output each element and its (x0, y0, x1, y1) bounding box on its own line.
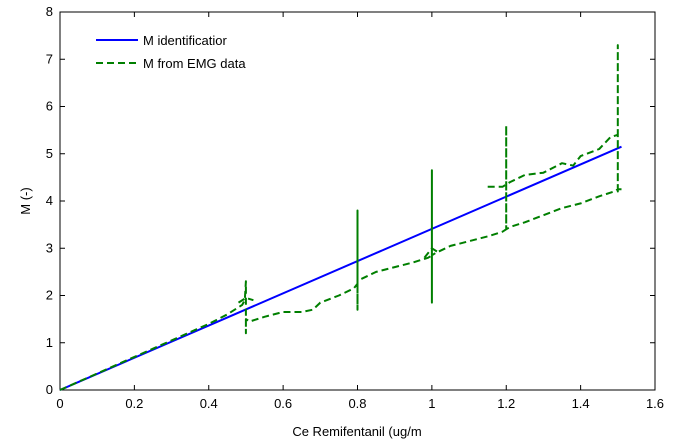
x-axis-label: Ce Remifentanil (ug/m (292, 424, 421, 439)
y-tick-label: 8 (46, 4, 53, 19)
series-line-emg-3 (423, 247, 440, 259)
x-tick-label: 0 (56, 396, 63, 411)
series-group (59, 44, 622, 391)
legend-label-m-identification: M identificatior (143, 33, 227, 48)
series-line-emg-1 (59, 44, 622, 391)
legend-label-m-from-emg: M from EMG data (143, 56, 246, 71)
y-tick-label: 3 (46, 240, 53, 255)
y-tick-label: 5 (46, 146, 53, 161)
x-tick-label: 0.2 (125, 396, 143, 411)
x-tick-label: 0.4 (200, 396, 218, 411)
y-tick-label: 2 (46, 288, 53, 303)
x-tick-label: 1 (428, 396, 435, 411)
y-tick-label: 6 (46, 99, 53, 114)
y-tick-label: 1 (46, 335, 53, 350)
legend-box (78, 24, 310, 80)
x-tick-label: 1.4 (572, 396, 590, 411)
y-tick-label: 4 (46, 193, 53, 208)
series-line-emg-4 (487, 133, 619, 188)
y-axis-label: M (-) (18, 187, 33, 214)
x-tick-label: 1.2 (497, 396, 515, 411)
x-tick-label: 1.6 (646, 396, 664, 411)
x-tick-label: 0.8 (348, 396, 366, 411)
y-tick-label: 0 (46, 382, 53, 397)
legend: M identificatior M from EMG data (78, 24, 310, 80)
series-line-emg-2 (237, 296, 254, 304)
x-tick-label: 0.6 (274, 396, 292, 411)
y-tick-label: 7 (46, 51, 53, 66)
axis-ticks: 0 0.2 0.4 0.6 0.8 1 1.2 1.4 1.6 0 1 2 3 4 5 6 7 8 (46, 4, 664, 411)
